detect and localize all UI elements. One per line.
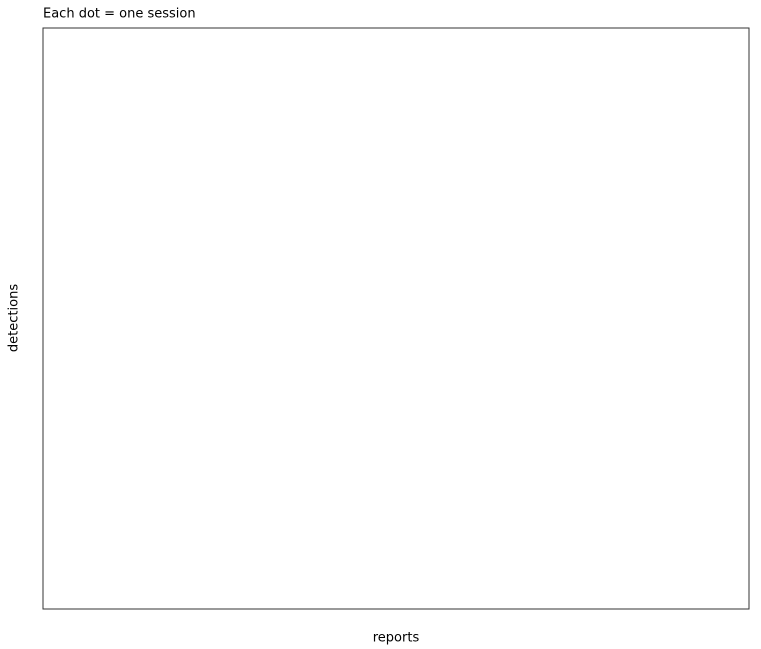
chart-title: Each dot = one session (43, 7, 196, 22)
x-axis-title: reports (373, 631, 420, 646)
plot-area (43, 28, 749, 609)
plot-border (42, 27, 750, 610)
y-axis-title: detections (7, 284, 22, 352)
